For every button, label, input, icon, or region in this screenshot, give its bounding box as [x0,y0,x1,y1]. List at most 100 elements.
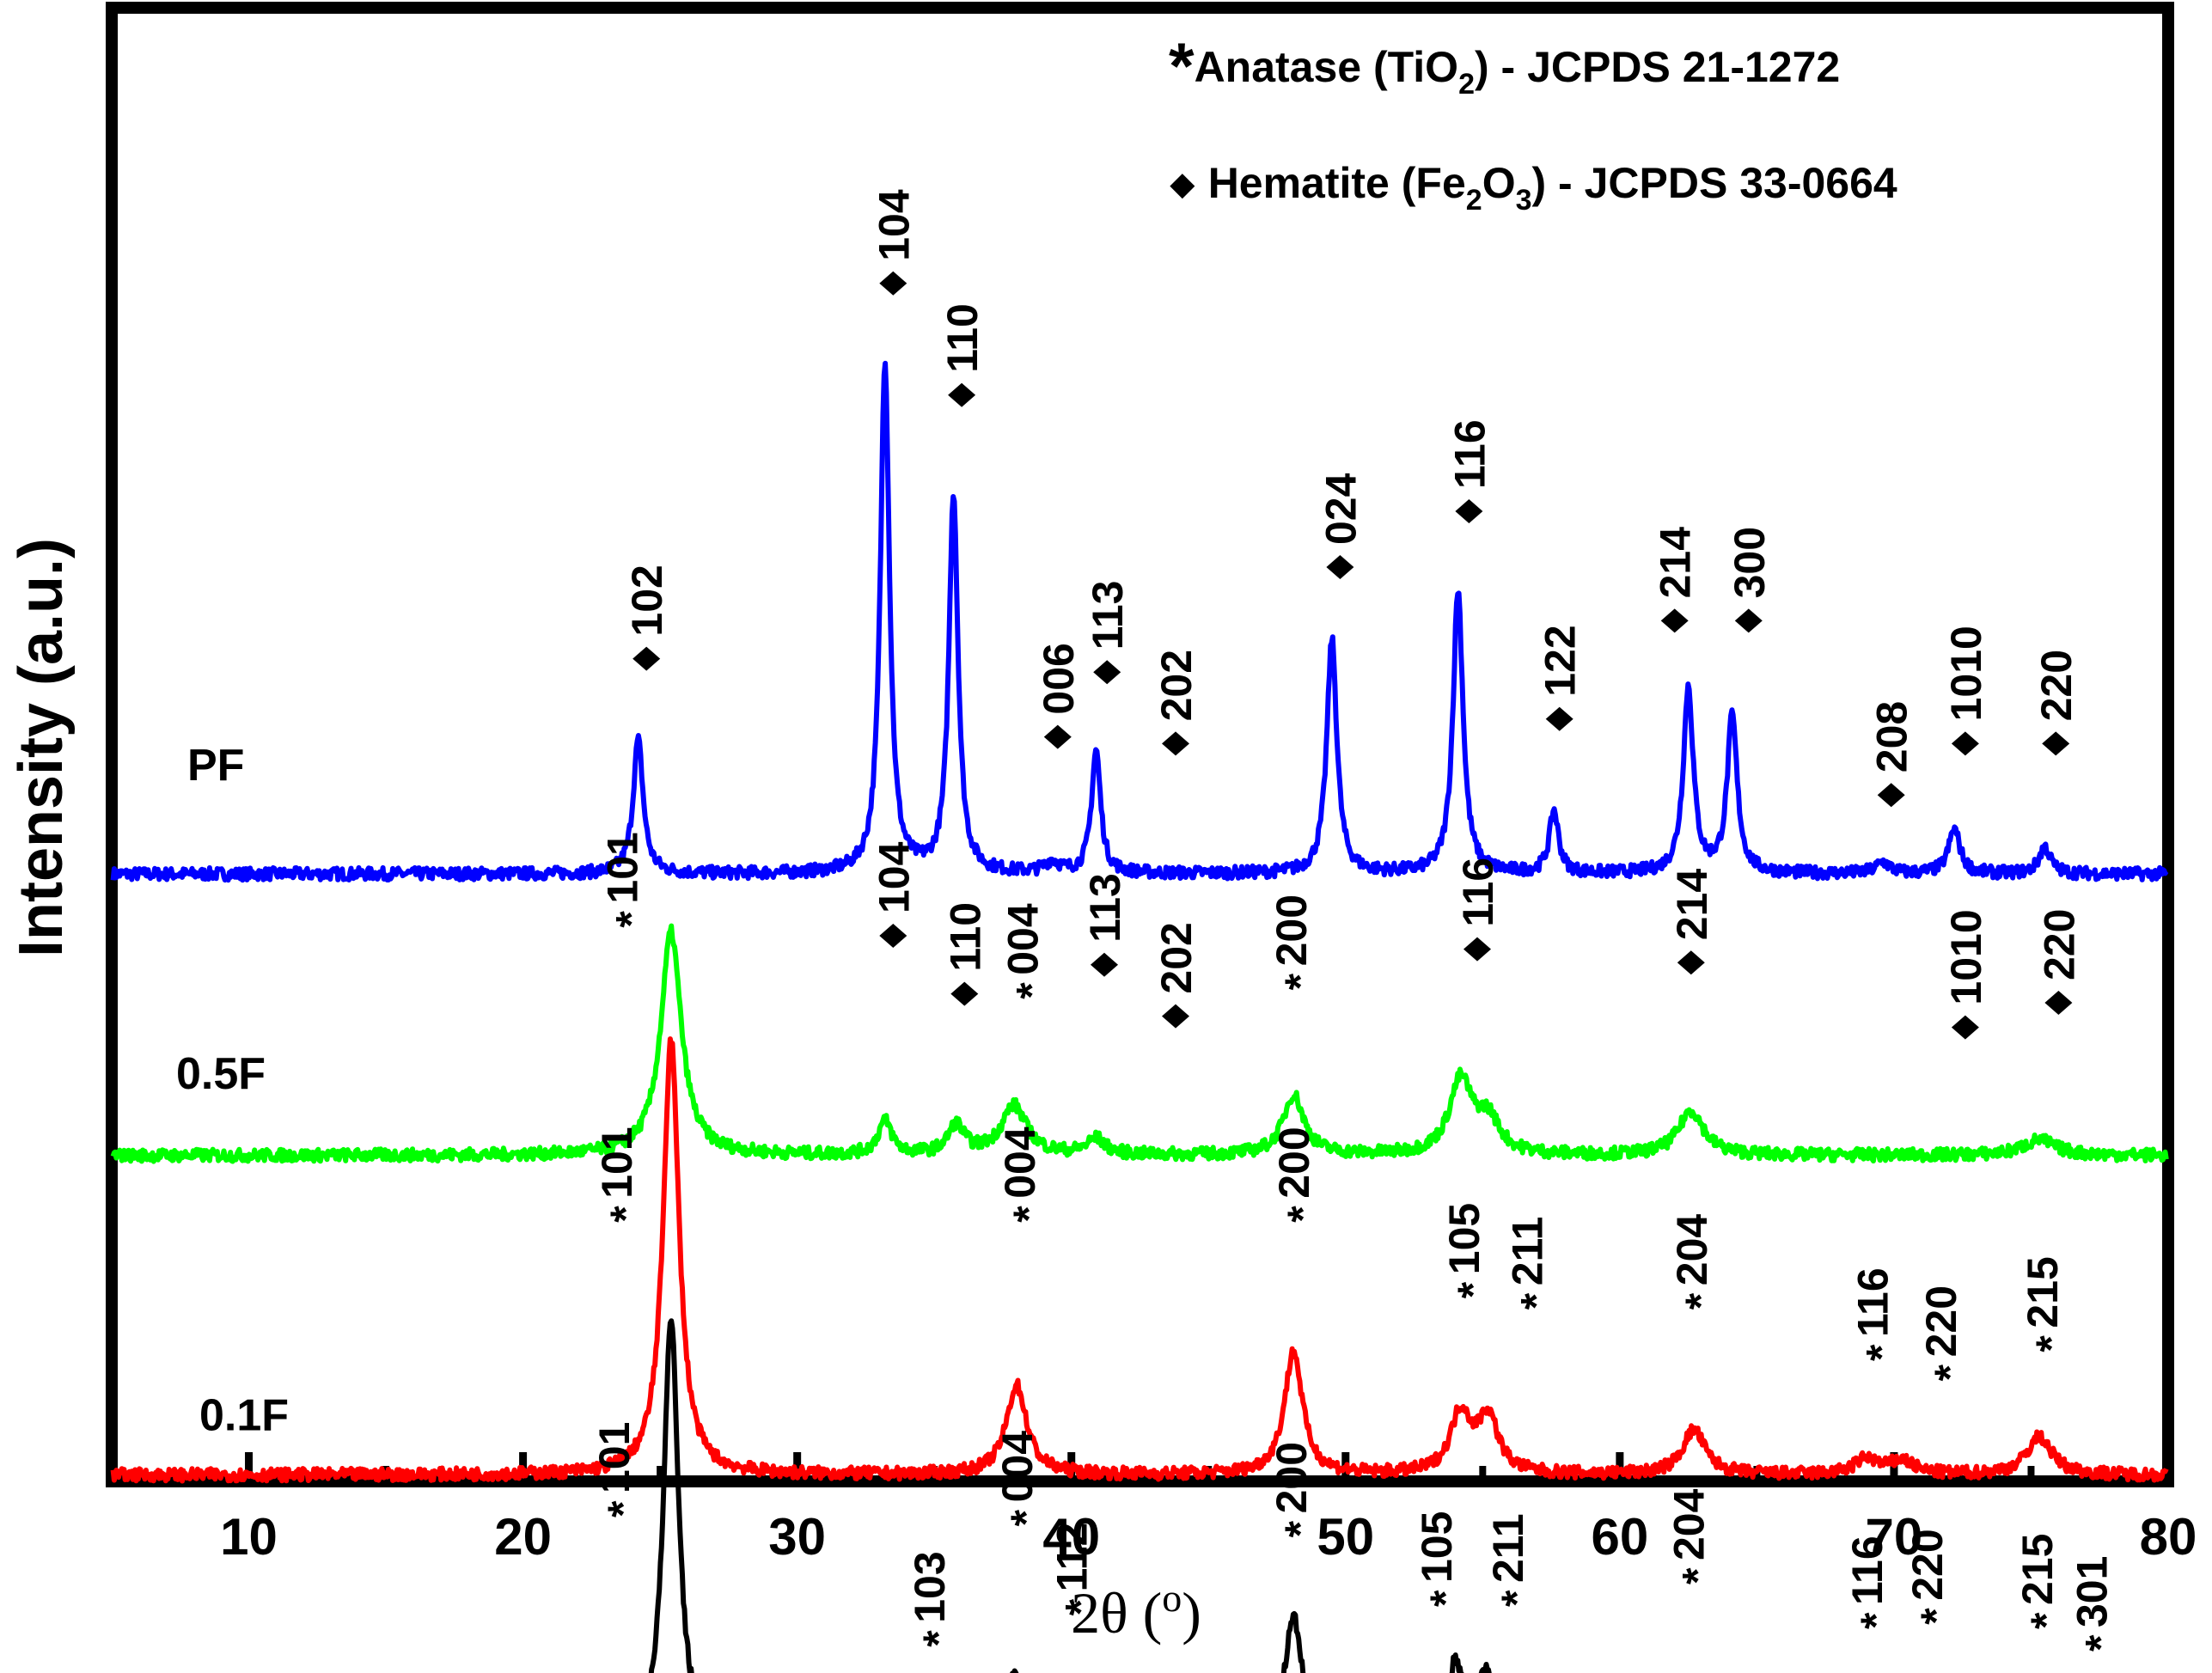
peak-label: 105 [1440,1203,1488,1274]
peak-annotation: 214 [1668,869,1716,975]
peak-label: 116 [1454,858,1502,927]
peak-label: 116 [1848,1267,1897,1337]
peak-label: 204 [1665,1488,1714,1560]
peak-label: 1010 [1942,909,1990,1004]
peak-label: 215 [2019,1256,2067,1328]
series-line-0.5F [110,923,2169,1164]
sample-label: PT [172,1668,229,1673]
x-axis-label-degree: o [1162,1576,1182,1620]
peak-label: 116 [1445,419,1494,489]
legend-hematite-pre: Hematite (Fe [1208,159,1466,207]
peak-annotation: * 101 [593,1127,650,1222]
legend-hematite-post: ) - JCPDS 33-0664 [1532,159,1897,207]
peak-label: 214 [1652,527,1700,599]
x-tick-label: 10 [220,1508,278,1566]
peak-annotation: 116 [1454,858,1502,962]
peak-annotation: * 004 [996,1127,1053,1223]
peak-label: 004 [999,903,1047,975]
peak-annotation: 220 [2035,909,2083,1015]
anatase-marker-icon: * [914,1630,962,1647]
peak-label: 004 [993,1431,1042,1503]
x-tick-label: 60 [1591,1508,1648,1566]
legend-hematite: ◆ Hematite (Fe2O3) - JCPDS 33-0664 [1170,159,1897,217]
anatase-marker-icon: * [1926,1364,1974,1381]
anatase-marker-icon: * [1057,1598,1105,1615]
x-tick-label: 30 [768,1508,826,1566]
hematite-marker-icon [1660,608,1689,633]
series-layer [110,360,2169,1673]
hematite-marker-icon [1951,1015,1979,1040]
hematite-marker-icon [1677,950,1705,975]
x-tick-label: 80 [2140,1508,2197,1566]
peak-annotation: 116 [1445,419,1494,523]
anatase-marker-icon: * [2077,1634,2125,1652]
legend-anatase-symbol: * [1169,30,1195,103]
peak-label: 104 [870,189,918,261]
hematite-marker-icon [1545,706,1573,731]
peak-annotation: * 116 [1843,1536,1900,1629]
anatase-marker-icon: * [1421,1590,1470,1607]
series-line-0.1F [110,1036,2169,1484]
peak-annotation: 122 [1537,625,1585,731]
x-tick-label: 50 [1317,1508,1374,1566]
legend-hematite-mid: O [1482,159,1516,207]
x-tick-label: 70 [1866,1508,1923,1566]
peak-annotation: 300 [1726,527,1774,633]
peak-annotation: 1010 [1942,909,1990,1040]
hematite-marker-icon [950,981,979,1006]
peak-label: 101 [593,1127,641,1198]
hematite-marker-icon [1463,937,1491,962]
anatase-marker-icon: * [1912,1608,1960,1625]
hematite-marker-icon [879,271,907,296]
anatase-marker-icon: * [1857,1344,1905,1361]
peak-label: 300 [1726,527,1774,598]
peak-label: 220 [2032,650,2081,721]
peak-annotation: * 211 [1484,1513,1541,1607]
series-line-PF [110,360,2169,883]
peak-label: 301 [2068,1556,2117,1627]
hematite-marker-icon [948,382,976,407]
peak-label: 1010 [1942,626,1990,721]
peak-annotation: * 200 [1270,1127,1327,1222]
peak-label: 113 [1084,581,1132,650]
anatase-marker-icon: * [608,911,656,928]
anatase-marker-icon: * [1674,1567,1722,1584]
peak-label: 110 [941,902,989,972]
peak-label: 116 [1843,1536,1891,1605]
anatase-marker-icon: * [1276,973,1324,990]
peak-label: 101 [590,1422,639,1493]
hematite-marker-icon [1877,783,1905,808]
peak-label: 112 [1048,1523,1097,1592]
peak-label: 110 [938,303,987,373]
peak-annotation: 113 [1081,873,1129,977]
hematite-marker-icon [1162,1004,1189,1029]
anatase-marker-icon: * [1677,1292,1725,1310]
peak-annotation: * 101 [590,1422,647,1517]
peak-annotation: * 204 [1665,1488,1722,1584]
hematite-marker-icon [2044,991,2073,1015]
peak-annotation: 202 [1152,922,1201,1029]
peak-annotation: 1010 [1942,626,1990,756]
peak-annotation: * 204 [1668,1214,1725,1310]
x-tick-label: 40 [1042,1508,1100,1566]
peak-annotation: * 215 [2013,1534,2070,1629]
anatase-marker-icon: * [1449,1281,1497,1298]
peak-annotation: 102 [623,565,671,671]
hematite-marker-icon [2042,731,2070,756]
anatase-marker-icon: * [1852,1612,1900,1629]
peak-label: 204 [1668,1214,1716,1286]
anatase-marker-icon: * [1279,1206,1327,1223]
peak-annotation: 110 [938,303,987,407]
anatase-marker-icon: * [1493,1590,1541,1607]
anatase-marker-icon: * [1007,982,1055,999]
peak-label: 006 [1035,643,1083,714]
legend-anatase: *Anatase (TiO2) - JCPDS 21-1272 [1169,30,1840,103]
peak-annotation: 024 [1317,473,1365,579]
peak-label: 122 [1537,625,1585,696]
legend-hematite-sub1: 2 [1466,184,1482,217]
hematite-marker-icon [1951,731,1979,756]
peak-annotation: * 112 [1048,1523,1105,1616]
peak-annotation: 104 [870,841,918,948]
peak-label: 102 [623,565,671,636]
